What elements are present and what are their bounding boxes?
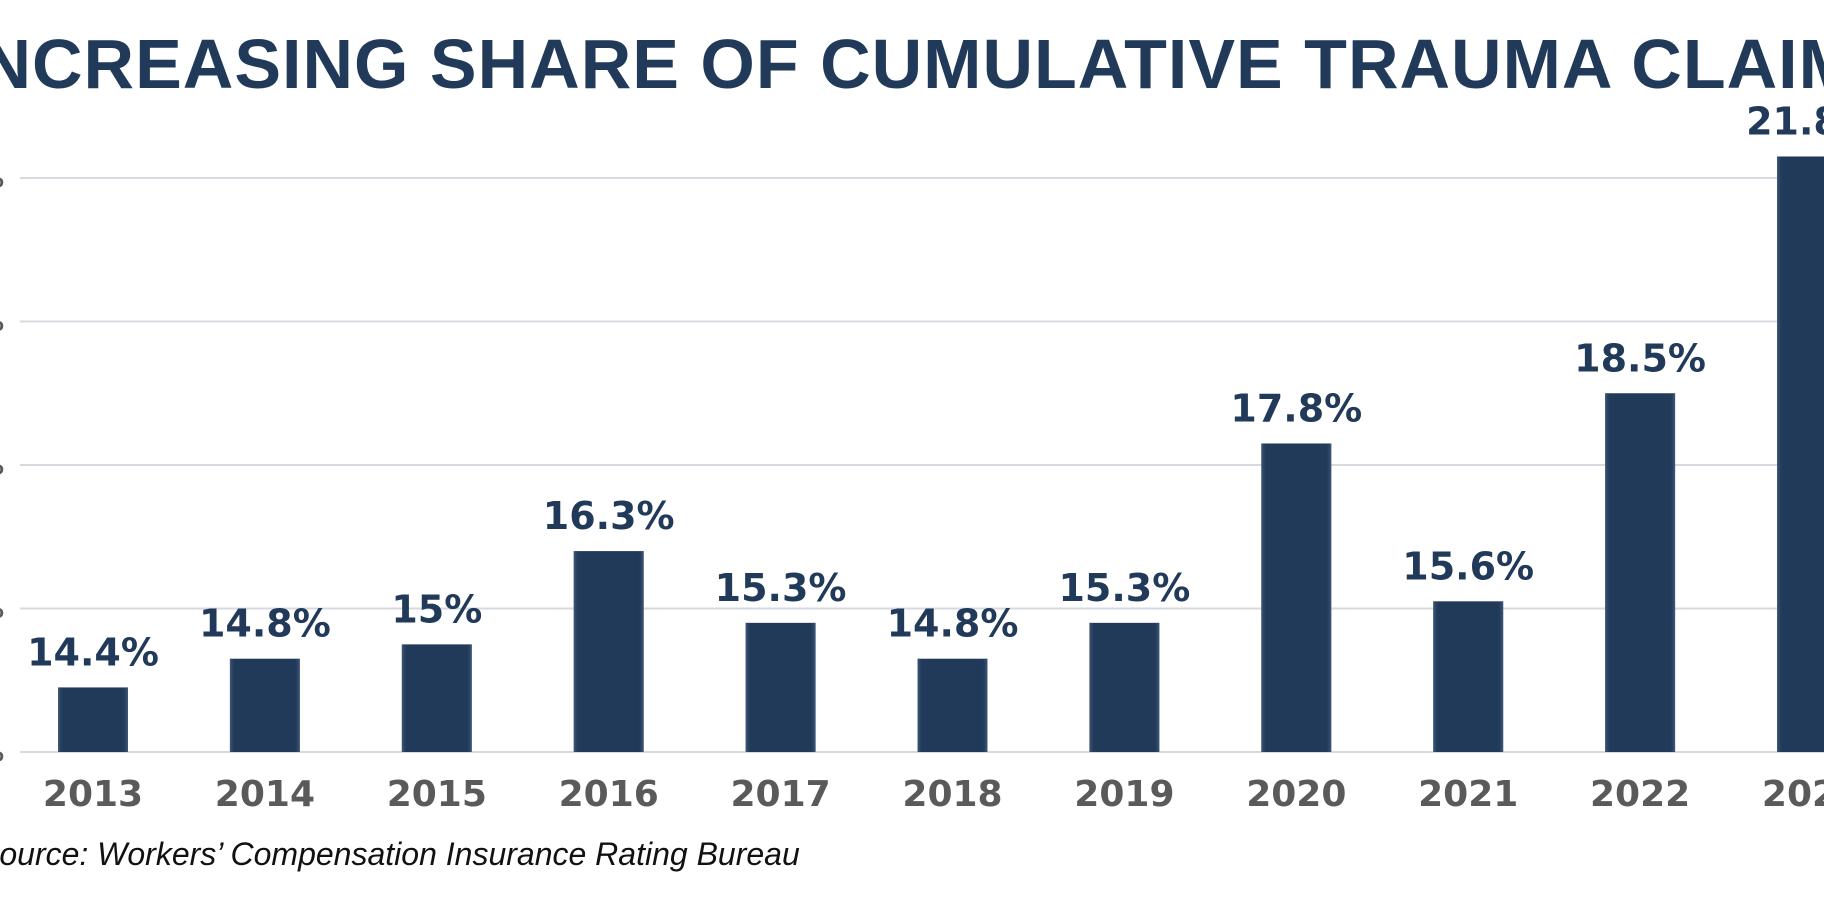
bar-shading (745, 622, 816, 752)
y-tick-label: % (0, 739, 4, 767)
x-tick-label: 2023 (1762, 774, 1824, 815)
x-tick-label: 2015 (387, 774, 487, 815)
bar-shading (917, 658, 988, 752)
data-label: 16.3% (543, 494, 675, 538)
data-label: 14.8% (887, 602, 1019, 646)
data-label: 15.3% (715, 566, 847, 610)
x-tick-label: 2016 (559, 774, 659, 815)
y-axis: %%%%% (0, 165, 4, 767)
x-tick-label: 2022 (1590, 774, 1690, 815)
x-tick-label: 2013 (43, 774, 143, 815)
y-tick-label: % (0, 596, 4, 624)
y-tick-label: % (0, 165, 4, 193)
bar-shading (1777, 156, 1824, 753)
x-axis: 2013 2014 2015 2016 2017 2018 2019 2020 2021 2022… (43, 774, 1824, 815)
x-tick-label: 2018 (902, 774, 1002, 815)
data-label: 14.8% (199, 602, 331, 646)
data-label: 15% (391, 587, 482, 631)
bar-shading (58, 687, 128, 752)
bar-shading (401, 644, 472, 752)
x-tick-label: 2017 (730, 774, 830, 815)
data-label: 15.3% (1058, 566, 1190, 610)
y-tick-label: % (0, 309, 4, 337)
bar-shading (229, 658, 300, 752)
data-label: 17.8% (1230, 386, 1362, 430)
data-label: 14.4% (27, 630, 159, 674)
data-label: 15.6% (1402, 544, 1534, 588)
data-label: 21.8% (1746, 99, 1824, 143)
source-note: Source: Workers’ Compensation Insurance … (0, 836, 800, 872)
data-labels: 14.4% 14.8% 15% 16.3% 15.3% 14.8% 15.3% 17.8% 15… (27, 99, 1824, 674)
bar-shading (1089, 622, 1160, 752)
bar-shading (1433, 601, 1504, 752)
y-tick-label: % (0, 452, 4, 480)
bars (58, 156, 1824, 753)
x-tick-label: 2019 (1074, 774, 1174, 815)
chart-title: INCREASING SHARE OF CUMULATIVE TRAUMA CL… (0, 25, 1824, 103)
bar-shading (1605, 393, 1676, 752)
x-tick-label: 2014 (215, 774, 315, 815)
x-tick-label: 2020 (1246, 774, 1346, 815)
bar-shading (1261, 443, 1332, 752)
gridlines (20, 177, 1824, 753)
data-label: 18.5% (1574, 336, 1706, 380)
x-tick-label: 2021 (1418, 774, 1518, 815)
bar-shading (573, 551, 644, 752)
